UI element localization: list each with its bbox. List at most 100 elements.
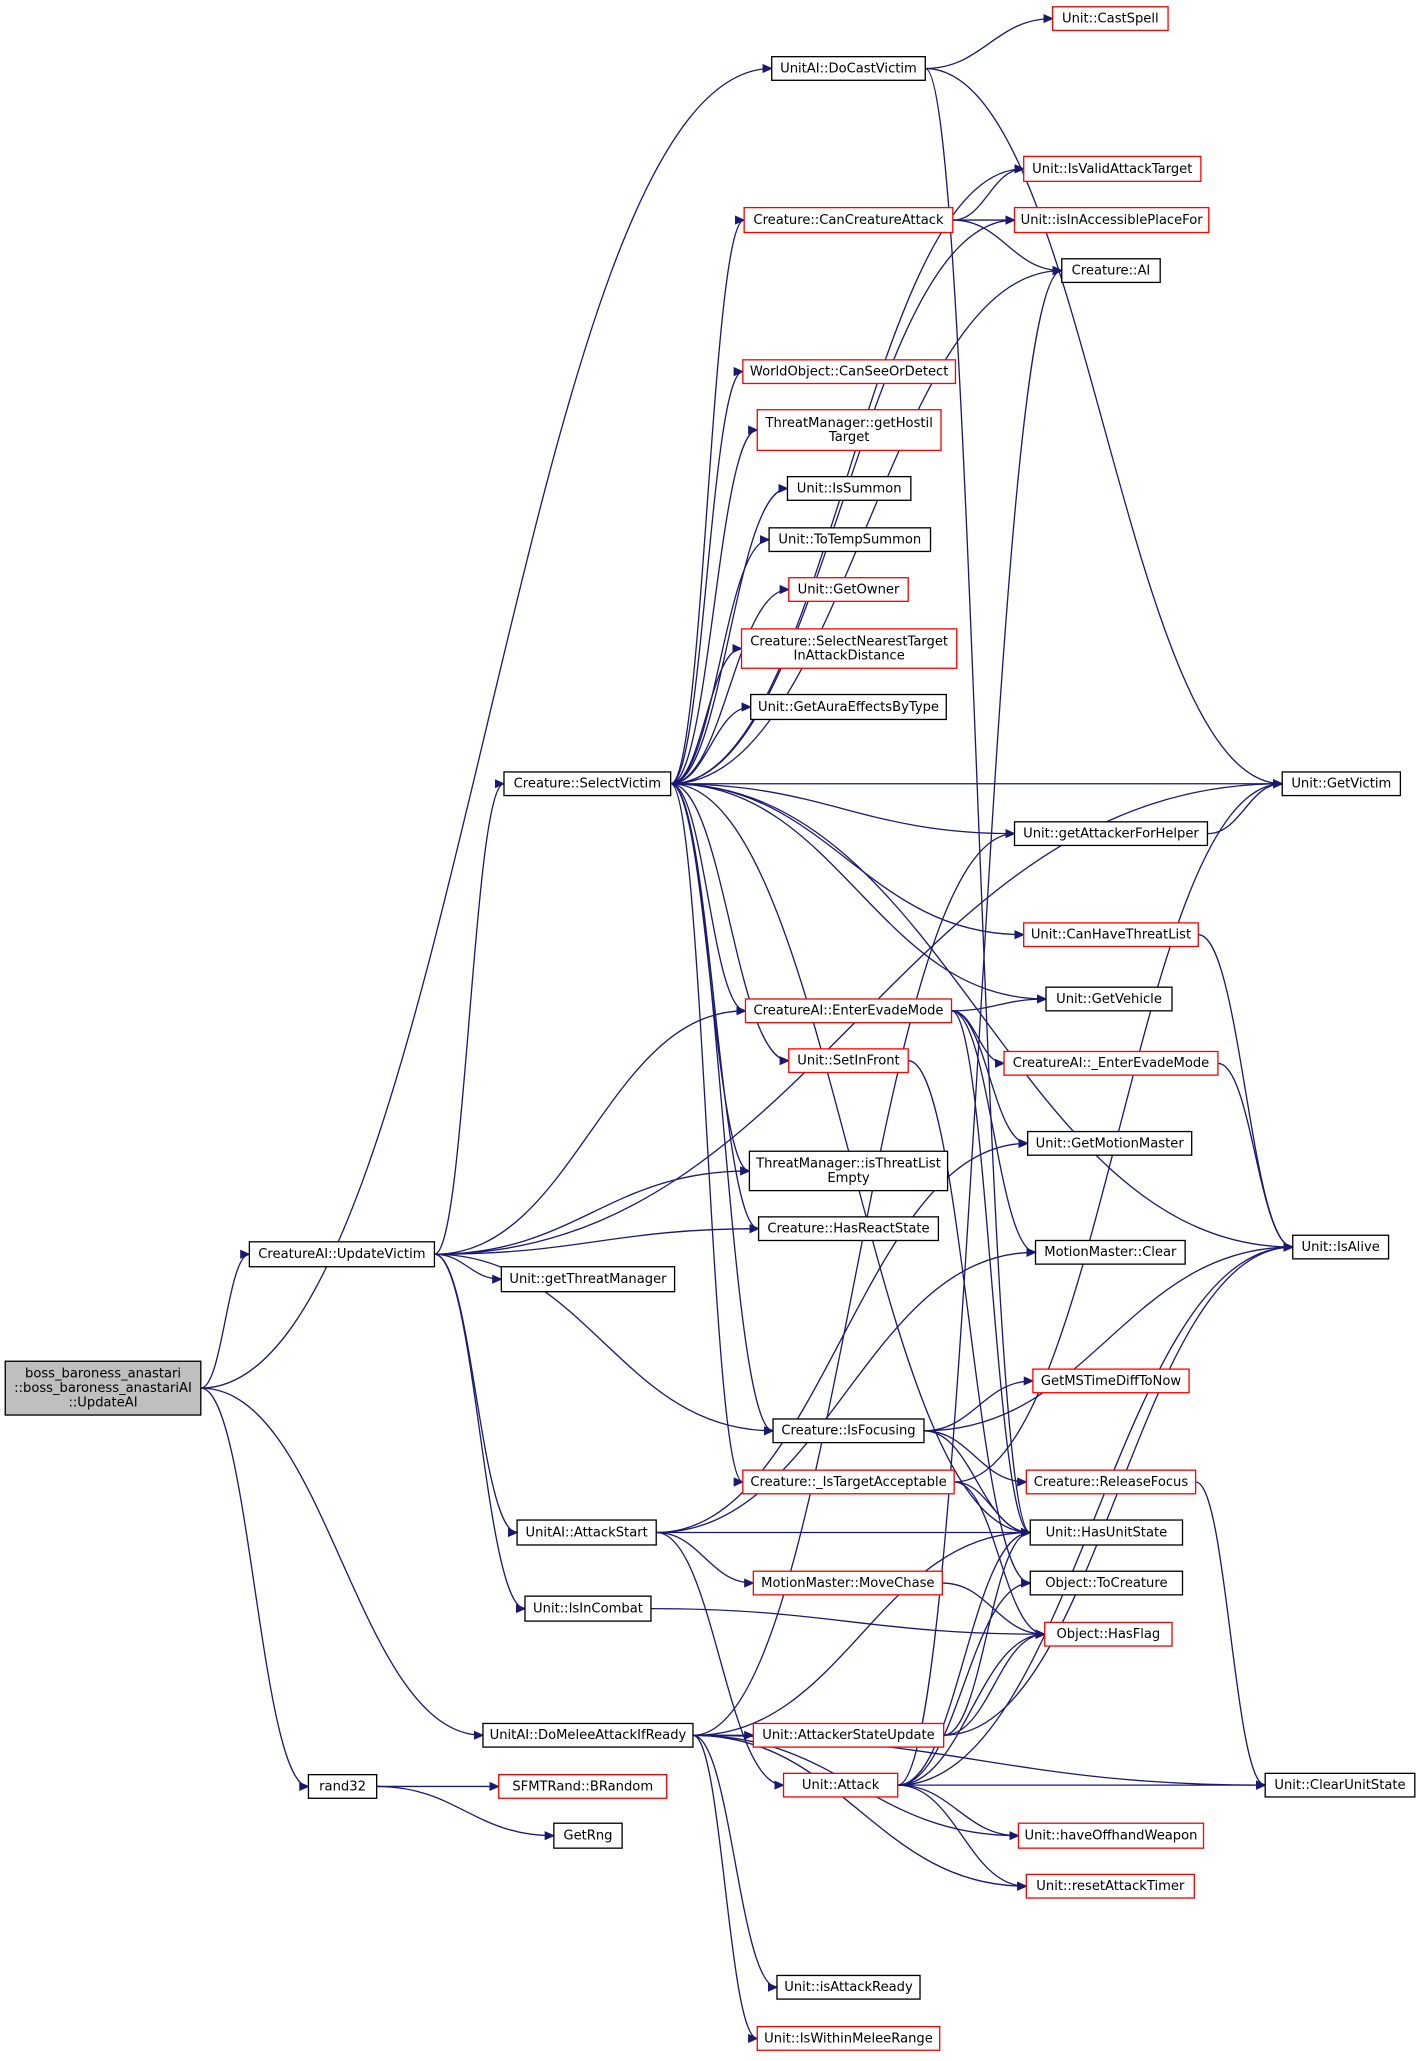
edge-selectvictim-to-getvehicle: [670, 783, 1048, 1004]
node-attackerstateupdate[interactable]: Unit::AttackerStateUpdate: [752, 1722, 945, 1748]
edge-selectvictim-to-isalive: [670, 783, 1295, 1252]
node-label: Creature::CanCreatureAttack: [753, 213, 944, 228]
node-isinaccessible[interactable]: Unit::isInAccessiblePlaceFor: [1013, 206, 1210, 234]
node-docastvictim[interactable]: UnitAI::DoCastVictim: [771, 56, 926, 81]
edge-attackstart-to-attack: [656, 1531, 785, 1790]
node-_enterevademode[interactable]: CreatureAI::_EnterEvadeMode: [1003, 1050, 1219, 1076]
node-totempsummon[interactable]: Unit::ToTempSummon: [768, 527, 932, 553]
edge-attackstart-to-movechase: [656, 1531, 755, 1588]
node-resetattacktimer[interactable]: Unit::resetAttackTimer: [1025, 1873, 1195, 1899]
node-box: [1051, 6, 1169, 32]
node-isattackready[interactable]: Unit::isAttackReady: [776, 1974, 921, 2000]
node-isalive[interactable]: Unit::IsAlive: [1292, 1234, 1390, 1260]
edge-root-to-domelee: [200, 1387, 485, 1740]
edge-enterevademode-to-getmotionmaster: [951, 1010, 1029, 1148]
node-root[interactable]: boss_baroness_anastari::boss_baroness_an…: [4, 1360, 202, 1416]
node-attack[interactable]: Unit::Attack: [782, 1772, 899, 1798]
node-label: SFMTRand::BRandom: [512, 1779, 653, 1794]
node-getthreatmanager[interactable]: Unit::getThreatManager: [500, 1266, 676, 1293]
node-getmotionmaster[interactable]: Unit::GetMotionMaster: [1026, 1130, 1193, 1156]
node-label: ThreatManager::getHostil: [764, 416, 932, 431]
node-box: [1023, 155, 1202, 183]
edge-attack-to-hasunitstate: [897, 1527, 1032, 1786]
node-issummon[interactable]: Unit::IsSummon: [786, 475, 912, 501]
node-hasunitstate[interactable]: Unit::HasUnitState: [1029, 1519, 1184, 1546]
node-box: [1025, 1873, 1195, 1899]
edge-updatevictim-to-enterevademode: [434, 1006, 747, 1255]
edge-rand32-to-getrng: [376, 1785, 556, 1841]
node-domelee[interactable]: UnitAI::DoMeleeAttackIfReady: [482, 1722, 694, 1748]
node-box: [742, 1469, 955, 1495]
node-label: InAttackDistance: [793, 649, 904, 664]
node-label: Unit::ClearUnitState: [1274, 1778, 1405, 1793]
node-hasreactstate[interactable]: Creature::HasReactState: [757, 1216, 940, 1242]
node-label: CreatureAI::EnterEvadeMode: [753, 1004, 943, 1019]
node-iswithinmelee[interactable]: Unit::IsWithinMeleeRange: [756, 2025, 941, 2051]
node-box: [757, 1216, 940, 1242]
node-box: [756, 409, 942, 452]
node-setinfront[interactable]: Unit::SetInFront: [788, 1048, 909, 1074]
node-box: [1264, 1772, 1416, 1798]
node-getattackerforhelper[interactable]: Unit::getAttackerForHelper: [1013, 821, 1209, 847]
edge-isfocusing-to-isalive: [923, 1242, 1295, 1432]
node-box: [1029, 1519, 1184, 1546]
node-label: Unit::HasUnitState: [1046, 1525, 1168, 1540]
edge-updatevictim-to-attackstart: [434, 1253, 519, 1538]
node-canhavethreatlist[interactable]: Unit::CanHaveThreatList: [1023, 922, 1199, 948]
node-creatureai[interactable]: Creature::AI: [1061, 258, 1161, 284]
node-rand32[interactable]: rand32: [307, 1773, 378, 1799]
node-label: Creature::SelectVictim: [514, 777, 661, 792]
node-hasflag[interactable]: Object::HasFlag: [1044, 1621, 1173, 1647]
edge-attack-to-resetattacktimer: [897, 1784, 1028, 1891]
node-haveoffhand[interactable]: Unit::haveOffhandWeapon: [1017, 1822, 1205, 1849]
node-clearunitstate[interactable]: Unit::ClearUnitState: [1264, 1772, 1416, 1798]
node-box: [1023, 922, 1199, 948]
node-getowner[interactable]: Unit::GetOwner: [788, 577, 909, 602]
node-isincombat[interactable]: Unit::IsInCombat: [524, 1595, 652, 1622]
node-box: [782, 1772, 899, 1798]
node-updatevictim[interactable]: CreatureAI::UpdateVictim: [248, 1241, 436, 1268]
node-box: [1013, 821, 1209, 847]
node-selectvictim[interactable]: Creature::SelectVictim: [503, 771, 672, 797]
node-getrng[interactable]: GetRng: [553, 1822, 623, 1849]
node-releasefocus[interactable]: Creature::ReleaseFocus: [1025, 1469, 1197, 1495]
node-selectnearest[interactable]: Creature::SelectNearestTargetInAttackDis…: [740, 628, 958, 669]
edge-isfocusing-to-releasefocus: [923, 1430, 1028, 1487]
edge-docastvictim-to-castspell: [925, 14, 1054, 70]
node-box: [744, 998, 953, 1024]
node-box: [516, 1519, 657, 1546]
node-isfocusing[interactable]: Creature::IsFocusing: [772, 1418, 925, 1444]
edge-attackerstateupdate-to-hasunitstate: [943, 1527, 1032, 1736]
node-label: Unit::haveOffhandWeapon: [1025, 1829, 1198, 1844]
edge-attackerstateupdate-to-hasflag: [943, 1629, 1047, 1736]
node-castspell[interactable]: Unit::CastSpell: [1051, 6, 1169, 32]
node-attackstart[interactable]: UnitAI::AttackStart: [516, 1519, 657, 1546]
node-box: [553, 1822, 623, 1849]
node-enterevademode[interactable]: CreatureAI::EnterEvadeMode: [744, 998, 953, 1024]
edge-getattackerforhelper-to-getvictim: [1207, 779, 1284, 835]
node-istargetacceptable[interactable]: Creature::_IsTargetAcceptable: [742, 1469, 955, 1495]
node-label: Creature::ReleaseFocus: [1034, 1475, 1189, 1490]
node-getmstimediff[interactable]: GetMSTimeDiffToNow: [1032, 1368, 1190, 1394]
node-cancreatureattack[interactable]: Creature::CanCreatureAttack: [743, 206, 954, 234]
node-tocreature[interactable]: Object::ToCreature: [1029, 1570, 1184, 1596]
node-mmclear[interactable]: MotionMaster::Clear: [1034, 1239, 1186, 1265]
node-movechase[interactable]: MotionMaster::MoveChase: [752, 1570, 943, 1596]
node-canseeordetect[interactable]: WorldObject::CanSeeOrDetect: [742, 359, 957, 385]
edge-selectvictim-to-canhavethreatlist: [670, 783, 1026, 940]
edge-attack-to-haveoffhand: [897, 1784, 1020, 1841]
node-label: Creature::HasReactState: [767, 1222, 929, 1237]
nodes-layer: boss_baroness_anastari::boss_baroness_an…: [4, 6, 1416, 2051]
edge-updatevictim-to-selectvictim: [434, 779, 506, 1255]
node-label: Unit::IsAlive: [1302, 1240, 1380, 1255]
edge-enterevademode-to-mmclear: [951, 1010, 1037, 1257]
node-getvictim[interactable]: Unit::GetVictim: [1281, 771, 1402, 797]
node-label: Unit::resetAttackTimer: [1036, 1879, 1185, 1894]
edges-layer: [200, 14, 1295, 2043]
node-getauraeffects[interactable]: Unit::GetAuraEffectsByType: [750, 693, 947, 721]
node-brandom[interactable]: SFMTRand::BRandom: [498, 1773, 668, 1799]
node-isvalidattacktarget[interactable]: Unit::IsValidAttackTarget: [1023, 155, 1202, 183]
node-getvehicle[interactable]: Unit::GetVehicle: [1045, 986, 1173, 1012]
